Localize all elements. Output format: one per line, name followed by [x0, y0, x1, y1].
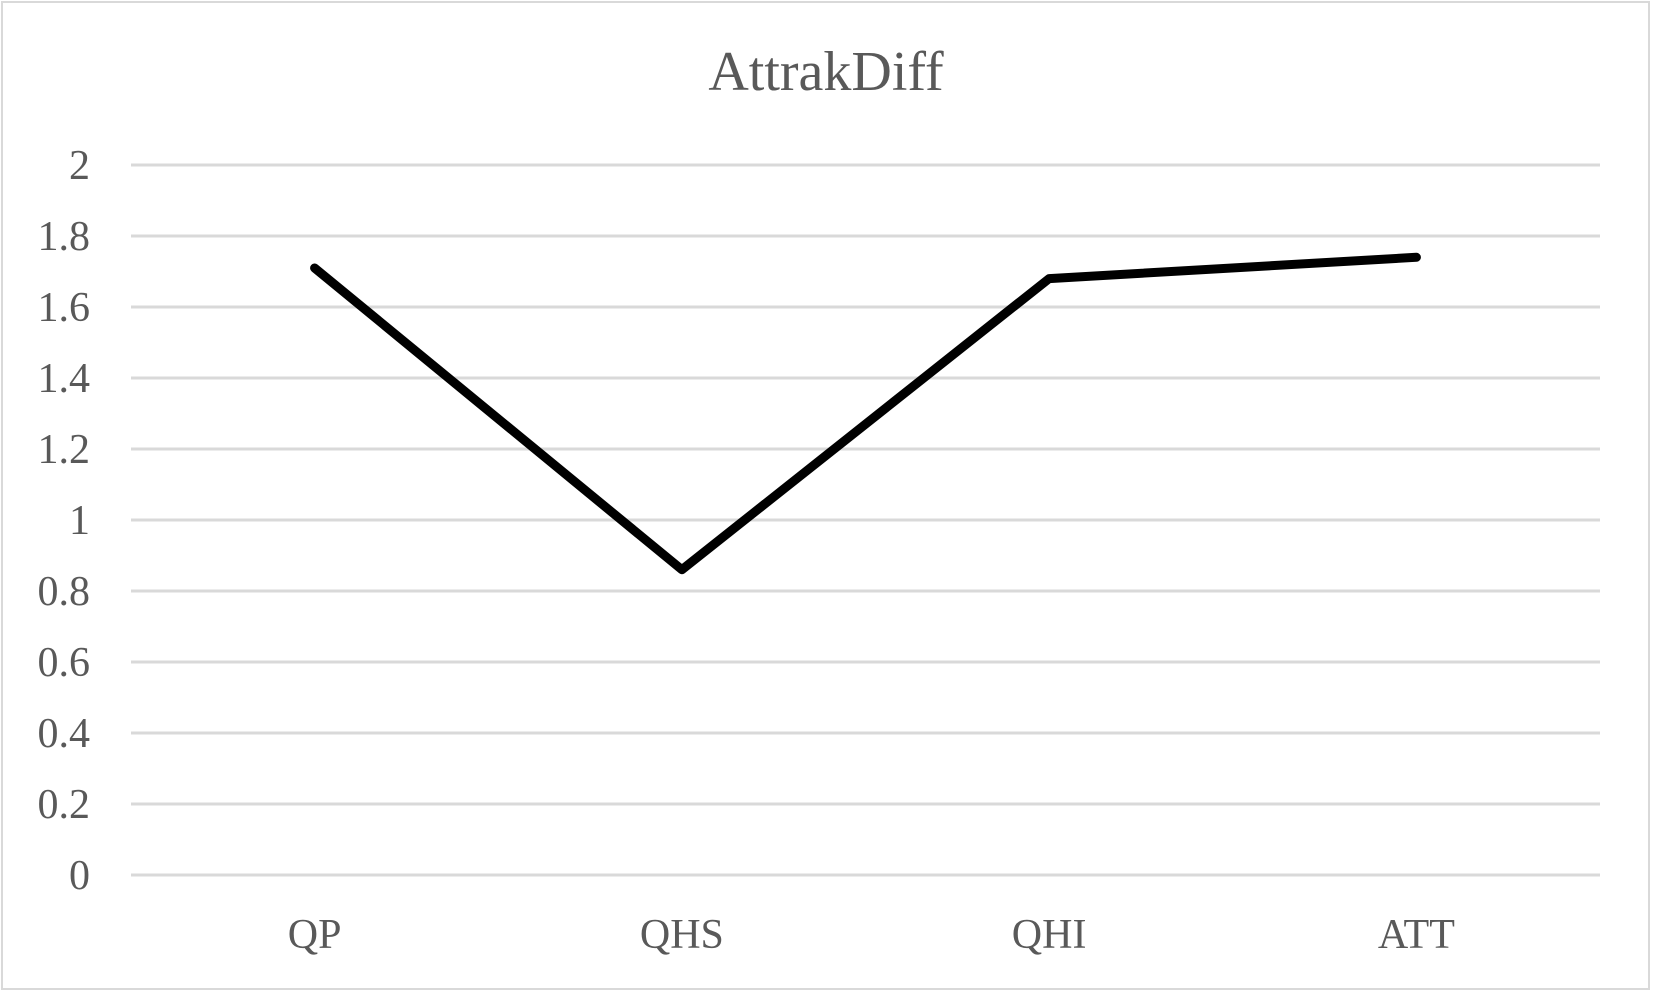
y-tick-label: 1.2 — [38, 427, 91, 473]
y-tick-label: 1.8 — [38, 214, 91, 260]
y-tick-label: 1.6 — [38, 285, 91, 331]
series-line-0 — [310, 252, 1421, 575]
y-tick-label: 1 — [69, 498, 90, 544]
chart-title: AttrakDiff — [708, 41, 944, 103]
y-tick-label: 1.4 — [38, 356, 91, 402]
series-layer — [310, 252, 1421, 575]
x-tick-label: ATT — [1378, 912, 1455, 958]
x-axis-tick-labels: QP QHS QHI ATT — [288, 912, 1455, 958]
y-axis-tick-labels: 0 0.2 0.4 0.6 0.8 1 1.2 1.4 1.6 1.8 2 — [38, 143, 91, 899]
y-tick-label: 2 — [69, 143, 90, 189]
x-tick-label: QHI — [1012, 912, 1087, 958]
y-tick-label: 0.2 — [38, 782, 91, 828]
x-tick-label: QP — [288, 912, 342, 958]
y-tick-label: 0.8 — [38, 569, 91, 615]
gridlines — [131, 163, 1600, 877]
y-tick-label: 0.6 — [38, 640, 91, 686]
y-tick-label: 0 — [69, 853, 90, 899]
x-tick-label: QHS — [640, 912, 724, 958]
y-tick-label: 0.4 — [38, 711, 91, 757]
